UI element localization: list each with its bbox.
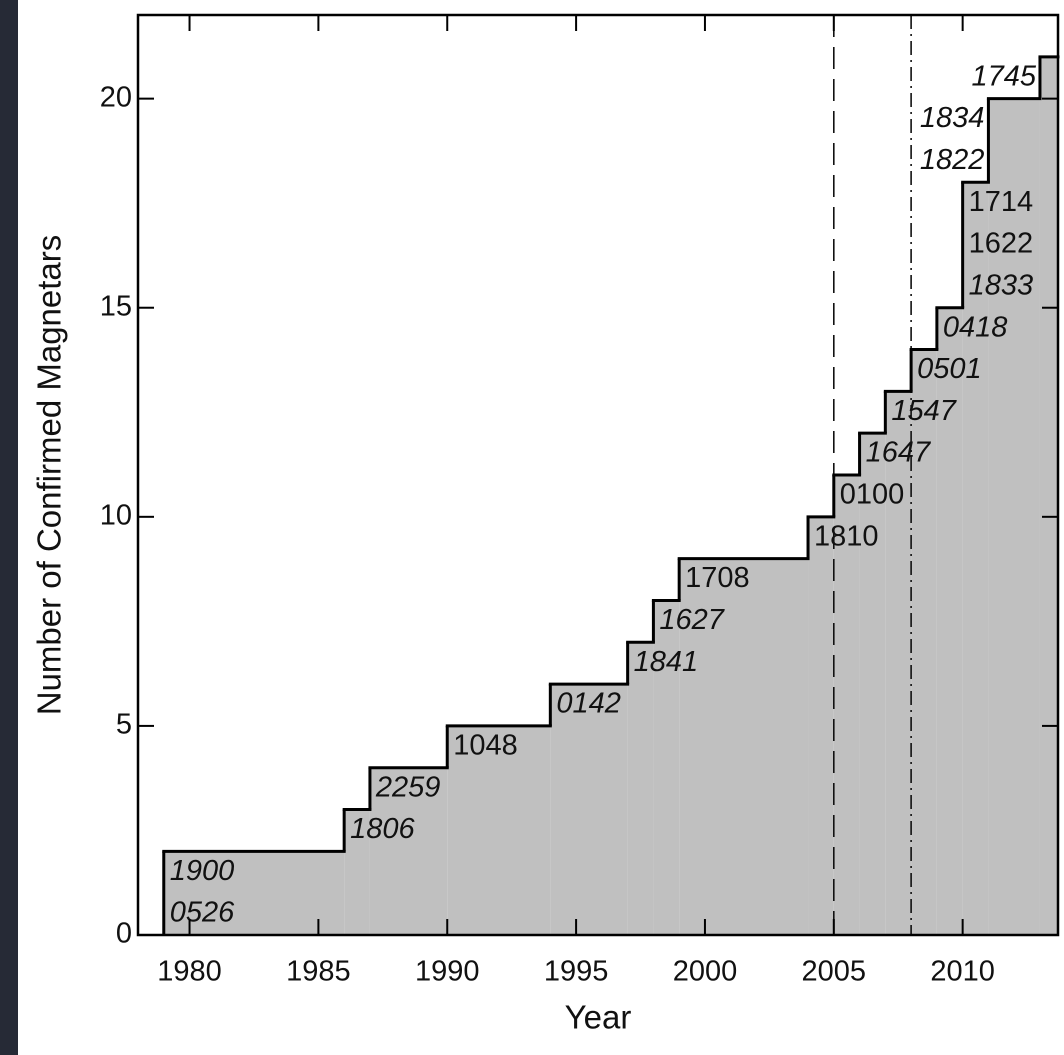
x-axis-label: Year xyxy=(565,999,632,1036)
x-tick-label: 1990 xyxy=(415,956,480,988)
step-label: 1708 xyxy=(685,562,750,594)
step-label: 1647 xyxy=(866,437,932,469)
x-tick-label: 2000 xyxy=(673,956,738,988)
chart: Year Number of Confirmed Magnetars 1900 0… xyxy=(0,0,1064,1055)
page: {"chart_data": { "type": "step", "x_labe… xyxy=(0,0,1064,1055)
step-label: 1822 xyxy=(920,144,985,176)
step-label: 1048 xyxy=(453,729,518,761)
step-label: 1627 xyxy=(659,604,725,636)
step-label: 1806 xyxy=(350,813,415,845)
x-tick-label: 1980 xyxy=(157,956,222,988)
step-label: 0100 xyxy=(840,479,905,511)
step-label: 1622 xyxy=(969,228,1034,260)
step-label: 0526 xyxy=(170,897,235,929)
y-tick-label: 20 xyxy=(100,81,132,113)
step-label: 1547 xyxy=(891,395,957,427)
step-area xyxy=(808,517,834,935)
background-strip xyxy=(0,0,18,1055)
step-label: 0501 xyxy=(917,353,982,385)
step-label: 1900 xyxy=(170,855,235,887)
y-tick-label: 0 xyxy=(116,918,132,950)
y-tick-label: 15 xyxy=(100,290,132,322)
x-tick-label: 1985 xyxy=(286,956,351,988)
step-area xyxy=(1040,57,1058,935)
y-tick-label: 5 xyxy=(116,709,132,741)
y-tick-label: 10 xyxy=(100,499,132,531)
x-tick-label: 2010 xyxy=(930,956,995,988)
x-tick-label: 1995 xyxy=(544,956,609,988)
step-label: 2259 xyxy=(375,771,441,803)
step-label: 1833 xyxy=(969,269,1034,301)
step-area xyxy=(988,99,1040,935)
step-label: 1714 xyxy=(969,186,1034,218)
step-area xyxy=(885,391,911,935)
step-label: 0142 xyxy=(556,688,621,720)
step-area xyxy=(628,642,654,935)
y-axis-label: Number of Confirmed Magnetars xyxy=(31,235,68,716)
step-area xyxy=(550,684,627,935)
step-label: 1745 xyxy=(971,60,1036,92)
step-label: 1834 xyxy=(920,102,985,134)
x-tick-label: 2005 xyxy=(802,956,867,988)
step-label: 1841 xyxy=(634,646,699,678)
step-label: 0418 xyxy=(943,311,1008,343)
step-label: 1810 xyxy=(814,520,879,552)
